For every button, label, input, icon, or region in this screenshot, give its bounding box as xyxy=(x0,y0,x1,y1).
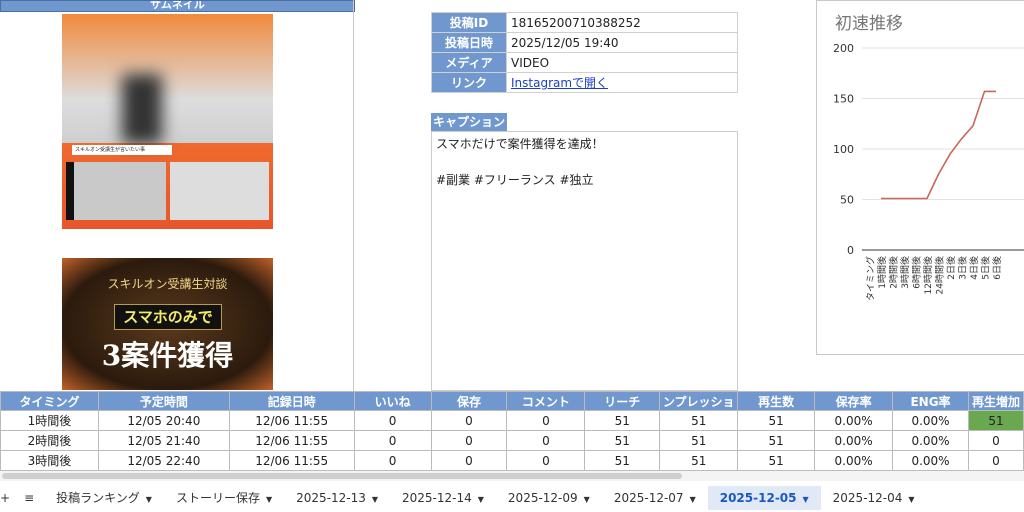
tab-dropdown-icon[interactable]: ▼ xyxy=(908,495,914,504)
sheet-tab-label: 2025-12-04 xyxy=(833,491,903,505)
column-header[interactable]: 保存 xyxy=(431,392,507,411)
table-cell[interactable]: 0 xyxy=(431,411,507,431)
table-cell[interactable]: 12/06 11:55 xyxy=(229,411,354,431)
table-cell[interactable]: 12/06 11:55 xyxy=(229,451,354,471)
sheet-tab[interactable]: 投稿ランキング ▼ xyxy=(44,486,164,510)
table-cell[interactable]: 0 xyxy=(507,411,585,431)
series-line xyxy=(881,91,996,198)
table-cell[interactable]: 51 xyxy=(738,451,815,471)
table-cell[interactable]: 0.00% xyxy=(893,411,969,431)
table-cell[interactable]: 0.00% xyxy=(893,431,969,451)
sheet-tab-label: 投稿ランキング xyxy=(56,491,140,505)
column-header[interactable]: 保存率 xyxy=(815,392,893,411)
y-tick-label: 50 xyxy=(840,194,854,207)
sheet-tab-label: 2025-12-05 xyxy=(720,491,797,505)
y-tick-label: 0 xyxy=(847,244,854,257)
add-sheet-button[interactable]: + xyxy=(0,486,14,510)
column-header[interactable]: いいね xyxy=(354,392,431,411)
tab-dropdown-icon[interactable]: ▼ xyxy=(690,495,696,504)
table-cell[interactable]: 2時間後 xyxy=(1,431,99,451)
x-tick-label: タイミング xyxy=(865,256,877,301)
column-header[interactable]: ンプレッショ xyxy=(660,392,738,411)
table-cell[interactable]: 0 xyxy=(431,451,507,471)
y-tick-label: 100 xyxy=(833,143,854,156)
column-header[interactable]: 再生増加 xyxy=(968,392,1023,411)
table-cell[interactable]: 51 xyxy=(660,411,738,431)
table-cell[interactable]: 3時間後 xyxy=(1,451,99,471)
tab-dropdown-icon[interactable]: ▼ xyxy=(372,495,378,504)
x-tick-label: 6時間後 xyxy=(911,256,923,289)
table-cell[interactable]: 0 xyxy=(968,451,1023,471)
table-cell[interactable]: 0 xyxy=(354,451,431,471)
table-cell[interactable]: 0 xyxy=(431,431,507,451)
sheet-tab-label: 2025-12-13 xyxy=(296,491,366,505)
scrollbar-thumb[interactable] xyxy=(2,473,682,479)
table-cell[interactable]: 51 xyxy=(585,431,660,451)
x-tick-label: 6日後 xyxy=(991,256,1003,280)
sheet-tab-label: ストーリー保存 xyxy=(176,491,260,505)
table-cell[interactable]: 0.00% xyxy=(815,431,893,451)
column-header[interactable]: コメント xyxy=(507,392,585,411)
sheet-tab[interactable]: 2025-12-07 ▼ xyxy=(602,486,708,510)
table-cell[interactable]: 12/05 22:40 xyxy=(98,451,229,471)
sheet-tab[interactable]: 2025-12-13 ▼ xyxy=(284,486,390,510)
x-tick-label: 3時間後 xyxy=(899,256,911,289)
column-header[interactable]: 記録日時 xyxy=(229,392,354,411)
table-cell[interactable]: 51 xyxy=(660,431,738,451)
table-cell[interactable]: 12/05 20:40 xyxy=(98,411,229,431)
x-tick-label: 3日後 xyxy=(957,256,969,280)
tab-dropdown-icon[interactable]: ▼ xyxy=(478,495,484,504)
sheet-tab-label: 2025-12-14 xyxy=(402,491,472,505)
table-cell[interactable]: 51 xyxy=(738,411,815,431)
y-tick-label: 150 xyxy=(833,93,854,106)
table-cell[interactable]: 0 xyxy=(354,431,431,451)
x-tick-label: 2日後 xyxy=(945,256,957,280)
table-cell[interactable]: 0.00% xyxy=(893,451,969,471)
table-cell[interactable]: 51 xyxy=(968,411,1023,431)
table-cell[interactable]: 51 xyxy=(738,431,815,451)
table-cell[interactable]: 51 xyxy=(660,451,738,471)
column-header[interactable]: リーチ xyxy=(585,392,660,411)
sheet-tab-label: 2025-12-09 xyxy=(508,491,578,505)
x-tick-label: 1時間後 xyxy=(876,256,888,289)
table-cell[interactable]: 51 xyxy=(585,451,660,471)
sheet-tab-bar: + ≡ 投稿ランキング▼ストーリー保存▼2025-12-13▼2025-12-1… xyxy=(0,486,1024,510)
column-header[interactable]: ENG率 xyxy=(893,392,969,411)
x-tick-label: 5日後 xyxy=(980,256,992,280)
column-header[interactable]: 再生数 xyxy=(738,392,815,411)
table-cell[interactable]: 0 xyxy=(507,431,585,451)
table-cell[interactable]: 0.00% xyxy=(815,451,893,471)
table-cell[interactable]: 0 xyxy=(507,451,585,471)
sheet-tab[interactable]: 2025-12-09 ▼ xyxy=(496,486,602,510)
sheet-tab-label: 2025-12-07 xyxy=(614,491,684,505)
table-cell[interactable]: 1時間後 xyxy=(1,411,99,431)
all-sheets-menu-icon[interactable]: ≡ xyxy=(14,486,44,510)
x-tick-label: 2時間後 xyxy=(888,256,900,289)
table-cell[interactable]: 0 xyxy=(354,411,431,431)
tab-dropdown-icon[interactable]: ▼ xyxy=(266,495,272,504)
x-tick-label: 12時間後 xyxy=(922,256,934,294)
sheet-tab[interactable]: 2025-12-05 ▼ xyxy=(708,486,821,510)
tab-dropdown-icon[interactable]: ▼ xyxy=(803,495,809,504)
table-cell[interactable]: 0 xyxy=(968,431,1023,451)
y-tick-label: 200 xyxy=(833,42,854,55)
table-cell[interactable]: 12/06 11:55 xyxy=(229,431,354,451)
table-cell[interactable]: 0.00% xyxy=(815,411,893,431)
x-tick-label: 4日後 xyxy=(968,256,980,280)
tab-dropdown-icon[interactable]: ▼ xyxy=(584,495,590,504)
column-header[interactable]: 予定時間 xyxy=(98,392,229,411)
sheet-tab[interactable]: ストーリー保存 ▼ xyxy=(164,486,284,510)
sheet-tab[interactable]: 2025-12-14 ▼ xyxy=(390,486,496,510)
table-cell[interactable]: 12/05 21:40 xyxy=(98,431,229,451)
tab-dropdown-icon[interactable]: ▼ xyxy=(146,495,152,504)
sheet-tab[interactable]: 2025-12-04 ▼ xyxy=(821,486,927,510)
x-tick-label: 24時間後 xyxy=(934,256,946,294)
table-cell[interactable]: 51 xyxy=(585,411,660,431)
column-header[interactable]: タイミング xyxy=(1,392,99,411)
